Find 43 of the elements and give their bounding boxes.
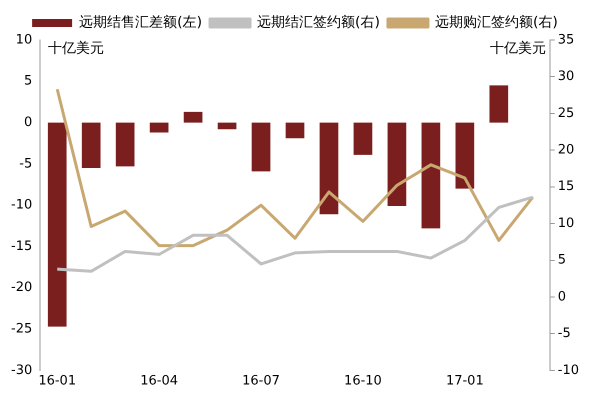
bar xyxy=(388,122,406,206)
y-axis-title: 十亿美元 xyxy=(48,40,104,57)
y2-tick-label: 30 xyxy=(558,69,574,84)
y-tick-label: 10 xyxy=(16,32,32,48)
y-tick-label: -20 xyxy=(11,280,32,296)
x-tick-label: 16-04 xyxy=(140,374,178,389)
bar xyxy=(82,122,101,168)
y2-tick-label: 20 xyxy=(558,142,574,158)
bar xyxy=(116,122,134,166)
y2-tick-label: -10 xyxy=(558,362,579,378)
bar xyxy=(354,122,372,155)
bar xyxy=(320,122,338,214)
y2-tick-label: 10 xyxy=(558,216,574,231)
x-tick-label: 17-01 xyxy=(446,374,484,389)
bar xyxy=(286,122,304,138)
y-tick-label: -30 xyxy=(11,362,32,378)
bar xyxy=(489,85,508,123)
x-tick-label: 16-07 xyxy=(242,374,280,389)
bar xyxy=(150,122,168,133)
y2-tick-label: 5 xyxy=(558,252,566,268)
y2-axis-title: 十亿美元 xyxy=(490,40,546,57)
legend-label: 远期结售汇差额(左) xyxy=(79,14,202,31)
bar xyxy=(456,122,474,189)
bar xyxy=(422,122,440,228)
bar xyxy=(218,122,236,130)
legend-label: 远期购汇签约额(右) xyxy=(434,14,558,31)
y2-tick-label: 25 xyxy=(558,106,574,121)
y-tick-label: -15 xyxy=(11,238,32,254)
y-tick-label: -10 xyxy=(11,198,32,213)
y2-tick-label: -5 xyxy=(558,326,571,342)
y2-tick-label: 0 xyxy=(558,289,566,304)
y-tick-label: 5 xyxy=(24,74,32,89)
bar xyxy=(184,112,202,123)
x-tick-label: 16-10 xyxy=(344,374,382,389)
y2-tick-label: 35 xyxy=(558,32,574,48)
y-tick-label: -5 xyxy=(19,156,32,172)
x-tick-label: 16-01 xyxy=(38,374,76,389)
legend-label: 远期结汇签约额(右) xyxy=(257,14,380,31)
y2-tick-label: 15 xyxy=(558,179,574,194)
bar xyxy=(252,122,270,172)
y-tick-label: -25 xyxy=(11,321,32,336)
bar xyxy=(48,122,67,327)
y-tick-label: 0 xyxy=(24,114,32,130)
